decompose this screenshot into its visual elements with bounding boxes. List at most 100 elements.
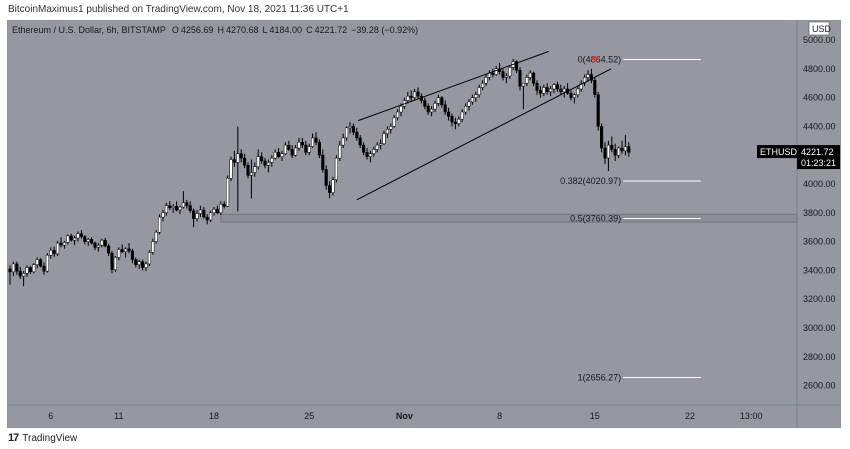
candle-body [521,82,525,87]
candle-body [467,101,471,107]
candle-body [396,111,400,119]
candle-body [348,126,352,129]
candle-body [239,153,243,159]
candle-body [42,265,46,272]
legend-symbol: Ethereum / U.S. Dollar, 6h, BITSTAMP [12,25,166,35]
candle-body [623,146,627,152]
candle-body [440,97,444,106]
candle-body [314,137,318,143]
candle-body [372,149,376,155]
candle-body [569,93,573,98]
chart-frame[interactable] [7,20,841,428]
candle-body [579,82,583,90]
tradingview-brand[interactable]: TradingView [22,432,78,444]
candle-body [433,103,437,110]
legend-open: 4256.69 [181,25,214,35]
candle-body [583,77,587,84]
candle-body [525,77,529,84]
candle-body [600,126,604,149]
candle-body [147,252,151,265]
y-tick-label: 3600.00 [803,237,836,247]
candle-body [246,165,250,176]
candle-body [22,273,26,277]
candle-body [215,208,219,214]
candle-body [158,216,162,233]
candle-body [549,88,553,93]
x-tick-label: 6 [48,411,53,421]
fib-level-label: 0(4864.52) [578,55,622,65]
candle-body [447,111,451,117]
candle-body [501,71,505,78]
candle-body [164,205,168,214]
legend-change: −39.28 (−0.92%) [351,25,418,35]
x-tick-label: 15 [590,411,600,421]
candle-body [562,88,566,93]
candle-body [62,242,66,246]
x-tick-label: 25 [304,411,314,421]
candle-body [389,126,393,130]
candle-body [107,245,111,254]
candle-body [392,117,396,127]
candle-body [188,205,192,211]
candle-body [528,72,532,78]
candle-body [79,233,83,237]
candle-body [178,206,182,211]
candle-body [413,91,417,98]
symbol-tag-label: ETHUSD [760,147,798,157]
legend-high: 4270.68 [226,25,259,35]
y-tick-label: 4600.00 [803,93,836,103]
candle-body [270,157,274,163]
candle-body [202,209,206,218]
candle-body [457,118,461,124]
legend-o-label: O [172,25,179,35]
y-tick-label: 4800.00 [803,64,836,74]
candle-body [338,144,342,159]
candle-body [307,146,311,153]
candle-body [406,95,410,101]
candle-body [586,74,590,78]
candle-body [45,255,49,272]
candle-body [508,67,512,77]
candle-body [470,97,474,103]
candle-body [430,108,434,113]
candle-body [317,141,321,156]
candle-body [355,131,359,139]
candle-body [222,203,226,207]
candle-body [532,72,536,84]
y-tick-label: 3000.00 [803,323,836,333]
x-tick-label: 18 [209,411,219,421]
candle-body [518,69,522,87]
candle-body [324,169,328,186]
candle-body [161,212,165,218]
y-tick-label: 5000.00 [803,35,836,45]
legend-close: 4221.72 [315,25,348,35]
x-tick-label: 13:00 [740,411,763,421]
candle-body [219,203,223,214]
candle-body [613,149,617,156]
candle-body [100,239,104,246]
y-tick-label: 3800.00 [803,208,836,218]
candle-body [130,250,134,260]
candle-body [290,149,294,156]
top-bar: BitcoinMaximus1 published on TradingView… [0,0,850,20]
price-tag-countdown: 01:23:21 [801,158,836,168]
candle-body [25,267,29,274]
candle-body [555,84,559,90]
candle-body [212,208,216,214]
candle-body [385,129,389,134]
candle-body [453,121,457,124]
channel-lower-line [356,68,612,201]
candle-body [610,144,614,150]
candle-body [617,147,621,156]
candle-body [253,166,257,173]
candle-body [256,156,260,167]
price-axis [797,21,840,405]
candle-body [379,143,383,146]
candle-body [198,209,202,214]
candle-body [168,205,172,209]
y-tick-label: 3400.00 [803,265,836,275]
candle-body [76,233,80,239]
price-tag-value: 4221.72 [801,147,834,157]
legend-c-label: C [306,25,313,35]
